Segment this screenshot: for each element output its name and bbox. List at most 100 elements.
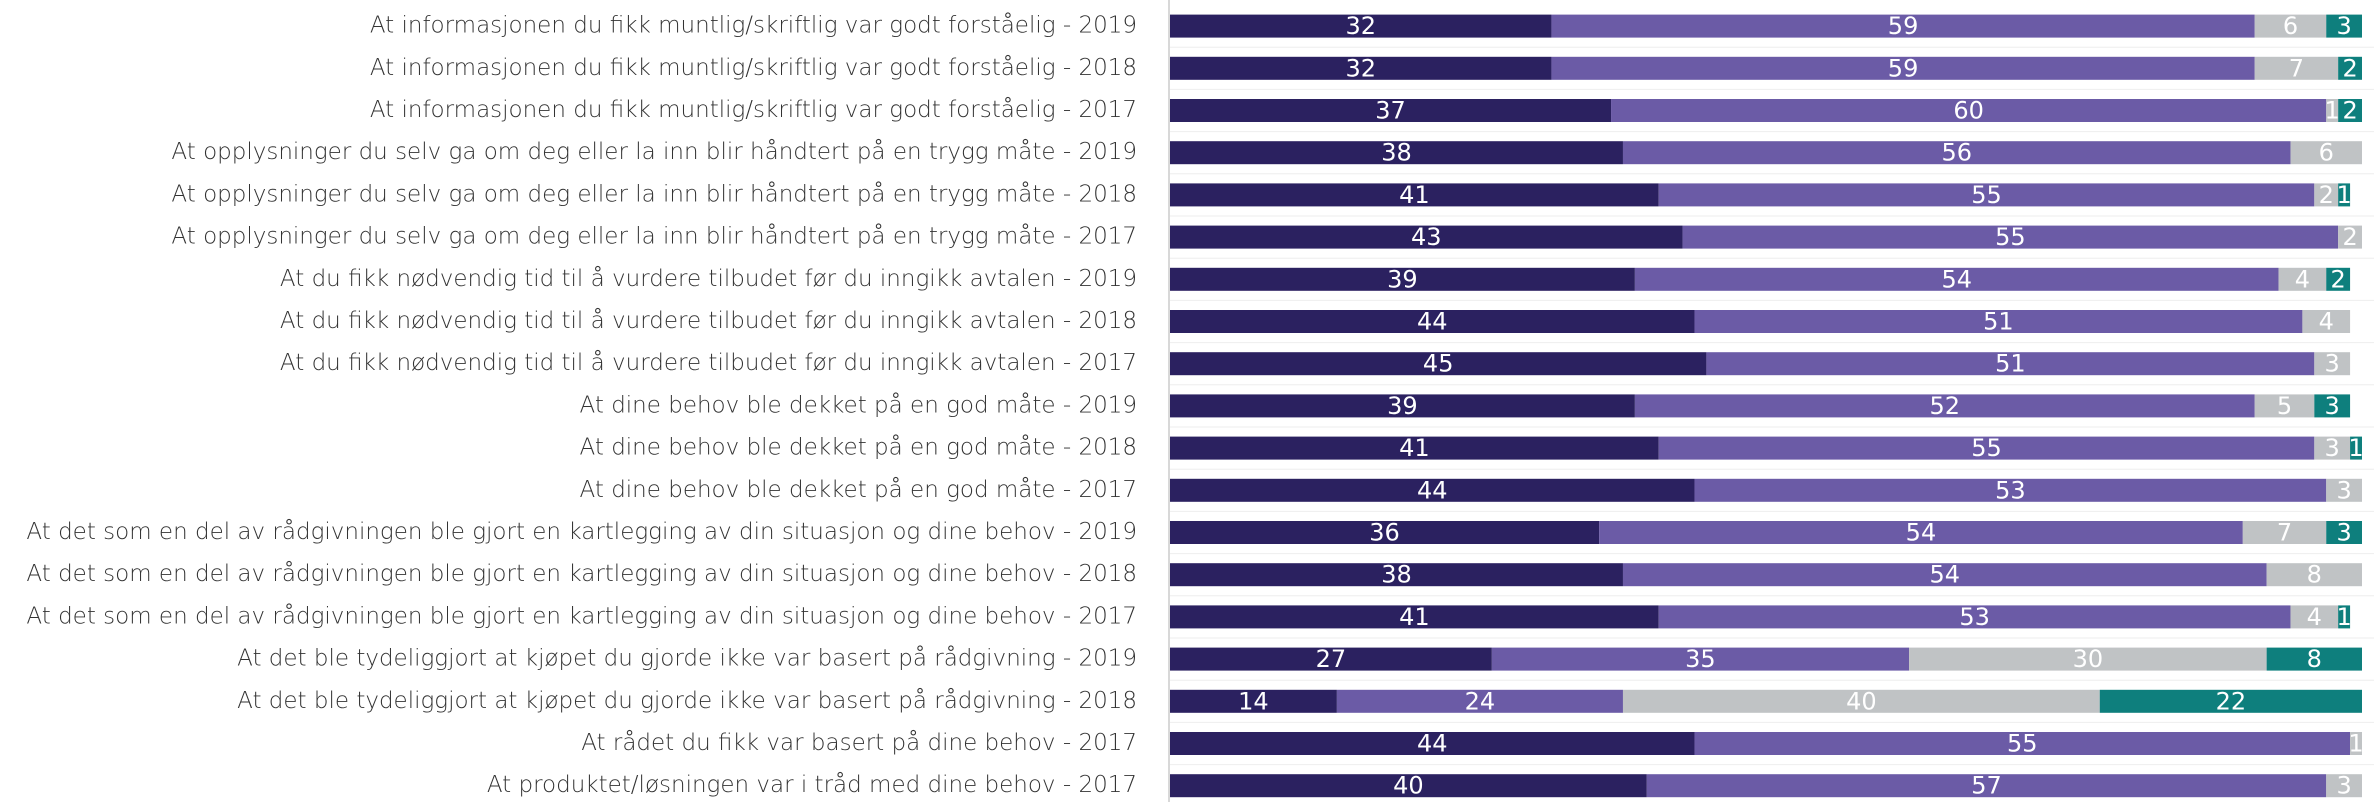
- value-label: 1: [2348, 730, 2363, 758]
- bar-segment: [2350, 732, 2362, 755]
- value-label: 4: [2295, 265, 2310, 293]
- value-label: 60: [1953, 97, 1984, 125]
- value-label: 35: [1685, 645, 1716, 673]
- category-label: At det ble tydeliggjort at kjøpet du gjo…: [237, 688, 1137, 714]
- value-label: 37: [1375, 97, 1406, 125]
- value-label: 40: [1393, 772, 1424, 800]
- value-label: 43: [1411, 223, 1442, 251]
- bar-segment: [1170, 14, 1552, 38]
- value-label: 2: [2342, 97, 2357, 125]
- value-label: 1: [2325, 97, 2340, 125]
- bar-segment: [1658, 183, 2315, 207]
- bar-segment: [1170, 183, 1659, 207]
- value-label: 27: [1316, 645, 1347, 673]
- value-label: 40: [1846, 687, 1877, 715]
- value-label: 53: [1995, 476, 2026, 504]
- value-label: 38: [1381, 139, 1412, 167]
- value-label: 3: [2336, 12, 2351, 40]
- bar-segment: [2326, 521, 2362, 544]
- bar-segment: [2338, 99, 2362, 122]
- value-label: 45: [1423, 350, 1454, 378]
- category-label: At du fikk nødvendig tid til å vurdere t…: [280, 266, 1137, 292]
- bar-segment: [1170, 352, 1707, 376]
- value-label: 32: [1345, 54, 1376, 82]
- value-label: 44: [1417, 308, 1448, 336]
- value-label: 1: [2336, 181, 2351, 209]
- value-label: 41: [1399, 434, 1430, 462]
- bar-segment: [2338, 183, 2351, 207]
- value-label: 39: [1387, 265, 1418, 293]
- bar-segment: [1622, 563, 2267, 587]
- bar-segment: [1694, 732, 2351, 755]
- bar-segment: [1170, 689, 1337, 713]
- category-label: At dine behov ble dekket på en god måte …: [580, 392, 1137, 418]
- bar-segment: [2326, 14, 2362, 38]
- category-label: At det som en del av rådgivningen ble gj…: [26, 561, 1137, 587]
- bar-segment: [2266, 563, 2362, 587]
- category-label: At opplysninger du selv ga om deg eller …: [171, 181, 1137, 207]
- value-label: 32: [1345, 12, 1376, 40]
- value-label: 30: [2073, 645, 2104, 673]
- bar-segment: [1170, 563, 1623, 587]
- value-label: 2: [2342, 54, 2357, 82]
- value-label: 54: [1941, 265, 1972, 293]
- value-label: 54: [1906, 519, 1937, 547]
- value-label: 2: [2331, 265, 2346, 293]
- bar-segment: [1336, 689, 1623, 713]
- bar-segment: [1170, 521, 1600, 544]
- value-label: 8: [2307, 561, 2322, 589]
- value-label: 6: [2319, 139, 2334, 167]
- bar-segment: [2338, 56, 2362, 80]
- bar-segment: [2314, 352, 2351, 376]
- bar-segment: [1551, 14, 2255, 38]
- bar-segment: [1170, 56, 1552, 80]
- bar-segment: [2254, 394, 2315, 418]
- bar-segment: [1658, 436, 2315, 460]
- bar-segment: [1170, 732, 1695, 755]
- value-label: 52: [1930, 392, 1961, 420]
- value-label: 44: [1417, 730, 1448, 758]
- category-label: At opplysninger du selv ga om deg eller …: [171, 139, 1137, 165]
- bar-segment: [1170, 267, 1635, 291]
- category-label: At informasjonen du fikk muntlig/skriftl…: [370, 97, 1137, 123]
- value-label: 22: [2216, 687, 2247, 715]
- value-label: 8: [2307, 645, 2322, 673]
- bar-segment: [2099, 689, 2362, 713]
- value-label: 3: [2336, 476, 2351, 504]
- value-label: 41: [1399, 181, 1430, 209]
- bar-segment: [2326, 99, 2339, 122]
- value-label: 1: [2348, 434, 2363, 462]
- bar-segment: [1682, 225, 2339, 249]
- value-label: 55: [1971, 181, 2002, 209]
- value-label: 2: [2342, 223, 2357, 251]
- category-label: At det ble tydeliggjort at kjøpet du gjo…: [237, 646, 1137, 672]
- bar-segment: [1599, 521, 2243, 544]
- value-label: 3: [2325, 434, 2340, 462]
- bar-segment: [1491, 647, 1910, 671]
- value-label: 59: [1888, 12, 1919, 40]
- value-label: 5: [2277, 392, 2292, 420]
- value-label: 55: [2007, 730, 2038, 758]
- value-label: 3: [2336, 519, 2351, 547]
- bar-segment: [1909, 647, 2267, 671]
- value-label: 44: [1417, 476, 1448, 504]
- value-label: 55: [1995, 223, 2026, 251]
- bar-segment: [1170, 605, 1659, 629]
- value-label: 1: [2336, 603, 2351, 631]
- category-label: At det som en del av rådgivningen ble gj…: [26, 603, 1137, 629]
- bar-segment: [2338, 225, 2362, 249]
- category-label: At du fikk nødvendig tid til å vurdere t…: [280, 350, 1137, 376]
- bar-segment: [2302, 310, 2351, 333]
- bar-segment: [1634, 267, 2279, 291]
- category-label: At dine behov ble dekket på en god måte …: [580, 477, 1137, 503]
- value-label: 3: [2325, 350, 2340, 378]
- value-label: 6: [2283, 12, 2298, 40]
- bar-segment: [2242, 521, 2327, 544]
- bar-segment: [1694, 478, 2327, 502]
- bar-segment: [2266, 647, 2362, 671]
- value-label: 7: [2289, 54, 2304, 82]
- bar-segment: [2254, 56, 2339, 80]
- category-label: At du fikk nødvendig tid til å vurdere t…: [280, 308, 1137, 334]
- bar-segment: [2326, 267, 2351, 291]
